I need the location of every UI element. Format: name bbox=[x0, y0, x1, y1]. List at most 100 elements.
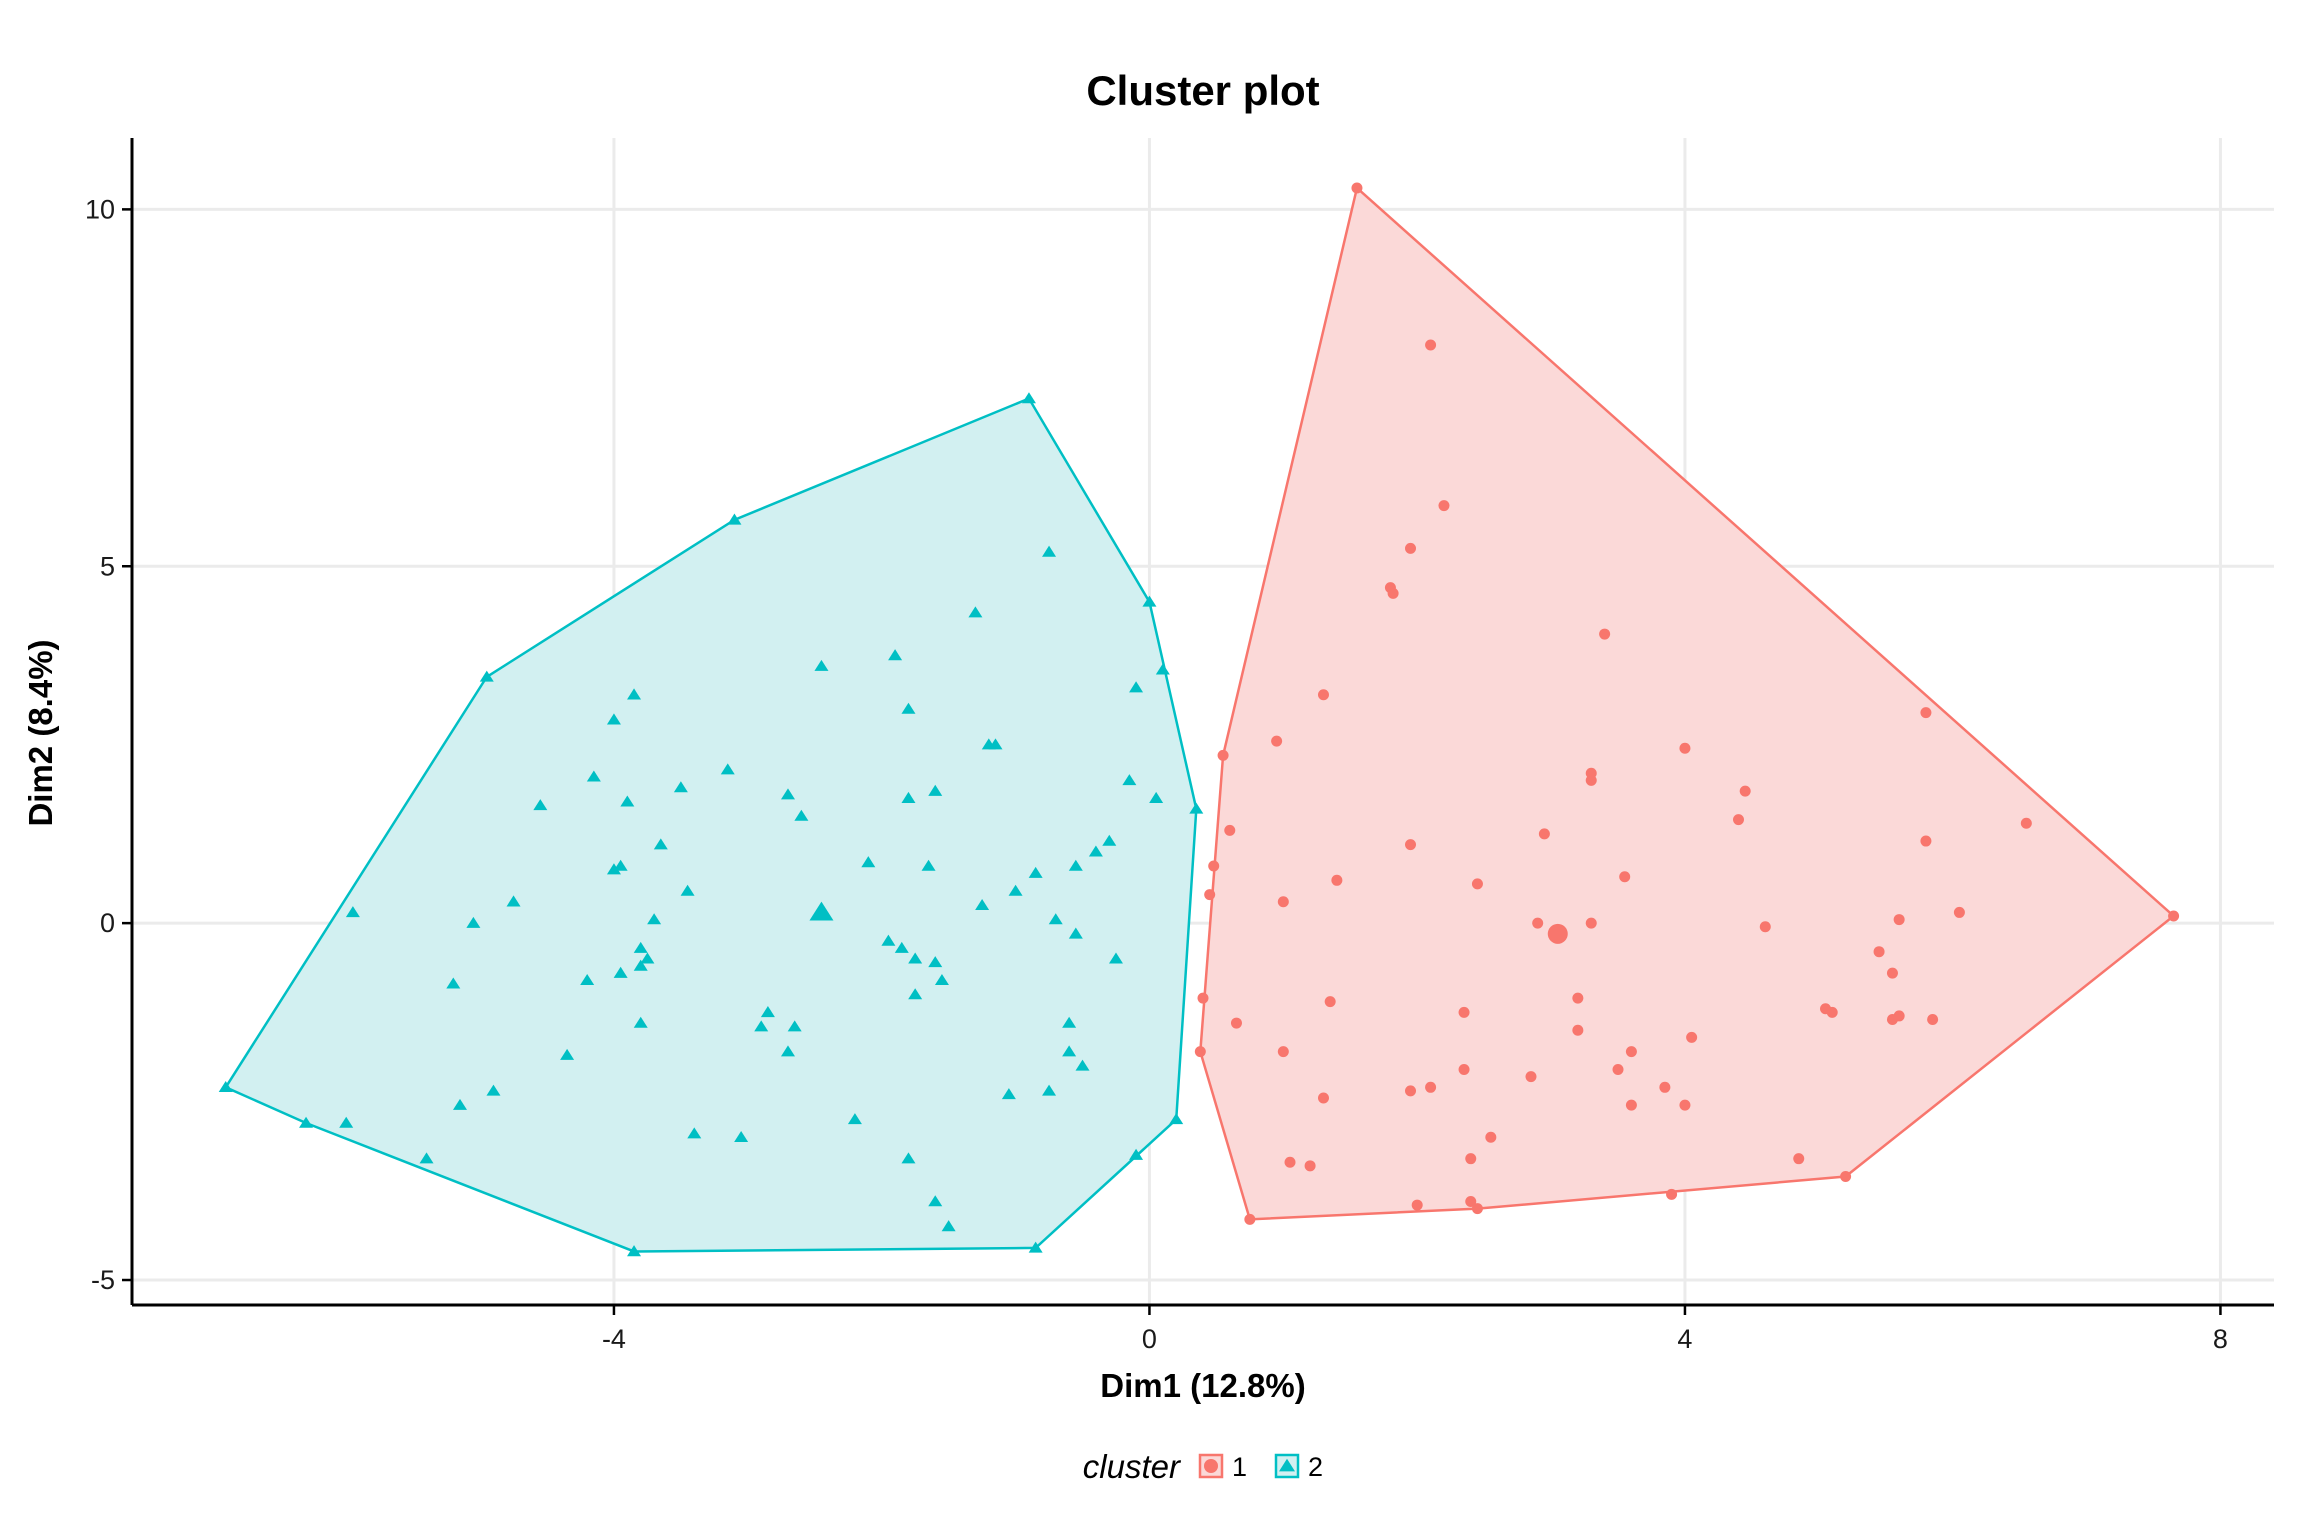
cluster-2-point bbox=[647, 913, 662, 925]
legend-marker-1 bbox=[1204, 1459, 1218, 1473]
y-axis-title: Dim2 (8.4%) bbox=[22, 639, 59, 826]
cluster-1-point bbox=[1425, 1081, 1437, 1093]
cluster-1-point bbox=[1625, 1099, 1637, 1111]
cluster-2-point bbox=[1189, 802, 1204, 814]
legend-title: cluster bbox=[1083, 1448, 1182, 1485]
cluster-2-point bbox=[452, 1098, 467, 1110]
cluster-1-point bbox=[1324, 996, 1336, 1008]
cluster-1-point bbox=[1485, 1131, 1497, 1143]
x-tick-label: 0 bbox=[1142, 1324, 1157, 1354]
cluster-2-point bbox=[640, 952, 655, 964]
cluster-1-point bbox=[1826, 1006, 1838, 1018]
cluster-2-point bbox=[1048, 913, 1063, 925]
cluster-2-point bbox=[1028, 866, 1043, 878]
cluster-2-point bbox=[466, 916, 481, 928]
cluster-2-point bbox=[1149, 791, 1164, 803]
cluster-2-point bbox=[814, 659, 829, 671]
cluster-2-point bbox=[1068, 859, 1083, 871]
cluster-2-point bbox=[339, 1116, 354, 1128]
cluster-1-point bbox=[1471, 1203, 1483, 1215]
cluster-2-point bbox=[613, 859, 628, 871]
cluster-2-point bbox=[894, 941, 909, 953]
cluster-1-point bbox=[1317, 689, 1329, 701]
cluster-1-point bbox=[2168, 910, 2180, 922]
cluster-2-point bbox=[908, 952, 923, 964]
cluster-2-point bbox=[633, 1016, 648, 1028]
cluster-2-point bbox=[908, 988, 923, 1000]
cluster-2-point bbox=[901, 791, 916, 803]
cluster-1-point bbox=[1679, 742, 1691, 754]
cluster-1-point bbox=[1585, 774, 1597, 786]
cluster-2-point bbox=[787, 1020, 802, 1032]
cluster-1-point bbox=[1873, 946, 1885, 958]
cluster-2-point bbox=[533, 799, 548, 811]
cluster-2-point bbox=[419, 1152, 434, 1164]
cluster-2-point bbox=[673, 781, 688, 793]
cluster-1-point bbox=[1953, 906, 1965, 918]
cluster-2-point bbox=[734, 1130, 749, 1142]
cluster-2-point bbox=[1088, 845, 1103, 857]
cluster-1-point bbox=[1793, 1153, 1805, 1165]
legend-label-1: 1 bbox=[1232, 1452, 1247, 1482]
cluster-2-point bbox=[921, 859, 936, 871]
cluster-1-point bbox=[1927, 1013, 1939, 1025]
cluster-1-point bbox=[1840, 1171, 1852, 1183]
cluster-1-point bbox=[1886, 1013, 1898, 1025]
cluster-2-point bbox=[506, 895, 521, 907]
cluster-2-point bbox=[727, 513, 742, 525]
cluster-1-centroid bbox=[1547, 923, 1568, 944]
cluster-2-point bbox=[720, 763, 735, 775]
cluster-2-point bbox=[1129, 681, 1144, 693]
y-tick-label: 5 bbox=[100, 551, 115, 581]
cluster-2-point bbox=[861, 856, 876, 868]
cluster-1-point bbox=[1217, 749, 1229, 761]
cluster-1-point bbox=[1317, 1092, 1329, 1104]
cluster-2-point bbox=[479, 670, 494, 682]
x-tick-label: -4 bbox=[602, 1324, 626, 1354]
cluster-2-point bbox=[299, 1116, 314, 1128]
cluster-2-point bbox=[928, 1195, 943, 1207]
cluster-1-point bbox=[1585, 917, 1597, 929]
cluster-2-point bbox=[760, 1006, 775, 1018]
cluster-1-point bbox=[1612, 1063, 1624, 1075]
cluster-1-point bbox=[1759, 921, 1771, 933]
cluster-1-point bbox=[1405, 1085, 1417, 1097]
chart-title: Cluster plot bbox=[1086, 67, 1319, 114]
cluster-1-point bbox=[1230, 1017, 1242, 1029]
cluster-1-point bbox=[1438, 500, 1450, 512]
cluster-2-point bbox=[627, 1245, 642, 1257]
cluster-2-point bbox=[1008, 884, 1023, 896]
y-tick-label: 0 bbox=[100, 908, 115, 938]
cluster-1-point bbox=[1224, 824, 1236, 836]
cluster-2-point bbox=[901, 1152, 916, 1164]
y-tick-label: -5 bbox=[91, 1265, 115, 1295]
cluster-1-point bbox=[1405, 839, 1417, 851]
cluster-1-point bbox=[1920, 707, 1932, 719]
cluster-2-point bbox=[1001, 1088, 1016, 1100]
cluster-2-point bbox=[606, 713, 621, 725]
cluster-2-point bbox=[1122, 774, 1137, 786]
cluster-2-point bbox=[794, 809, 809, 821]
cluster-2-point bbox=[586, 770, 601, 782]
x-tick-label: 8 bbox=[2213, 1324, 2228, 1354]
cluster-2-point bbox=[620, 795, 635, 807]
cluster-1-point bbox=[1733, 814, 1744, 826]
cluster-2-point bbox=[888, 649, 903, 661]
cluster-1-point bbox=[1659, 1081, 1671, 1093]
cluster-2-point bbox=[580, 973, 595, 985]
cluster-1-point bbox=[1465, 1153, 1477, 1165]
cluster-2-point bbox=[1042, 1084, 1057, 1096]
cluster-2-point bbox=[1142, 595, 1157, 607]
cluster-2-point bbox=[1108, 952, 1123, 964]
cluster-2-point bbox=[560, 1048, 575, 1060]
cluster-1-point bbox=[1619, 871, 1631, 883]
cluster-2-point bbox=[680, 884, 695, 896]
cluster-2-point bbox=[613, 966, 628, 978]
cluster-2-point bbox=[633, 959, 648, 971]
x-axis-title: Dim1 (12.8%) bbox=[1100, 1367, 1305, 1404]
cluster-1-point bbox=[1686, 1031, 1698, 1043]
cluster-1-point bbox=[1739, 785, 1751, 797]
cluster-2-point bbox=[1129, 1148, 1144, 1160]
cluster-1-point bbox=[1351, 182, 1363, 194]
cluster-2-point bbox=[606, 863, 621, 875]
